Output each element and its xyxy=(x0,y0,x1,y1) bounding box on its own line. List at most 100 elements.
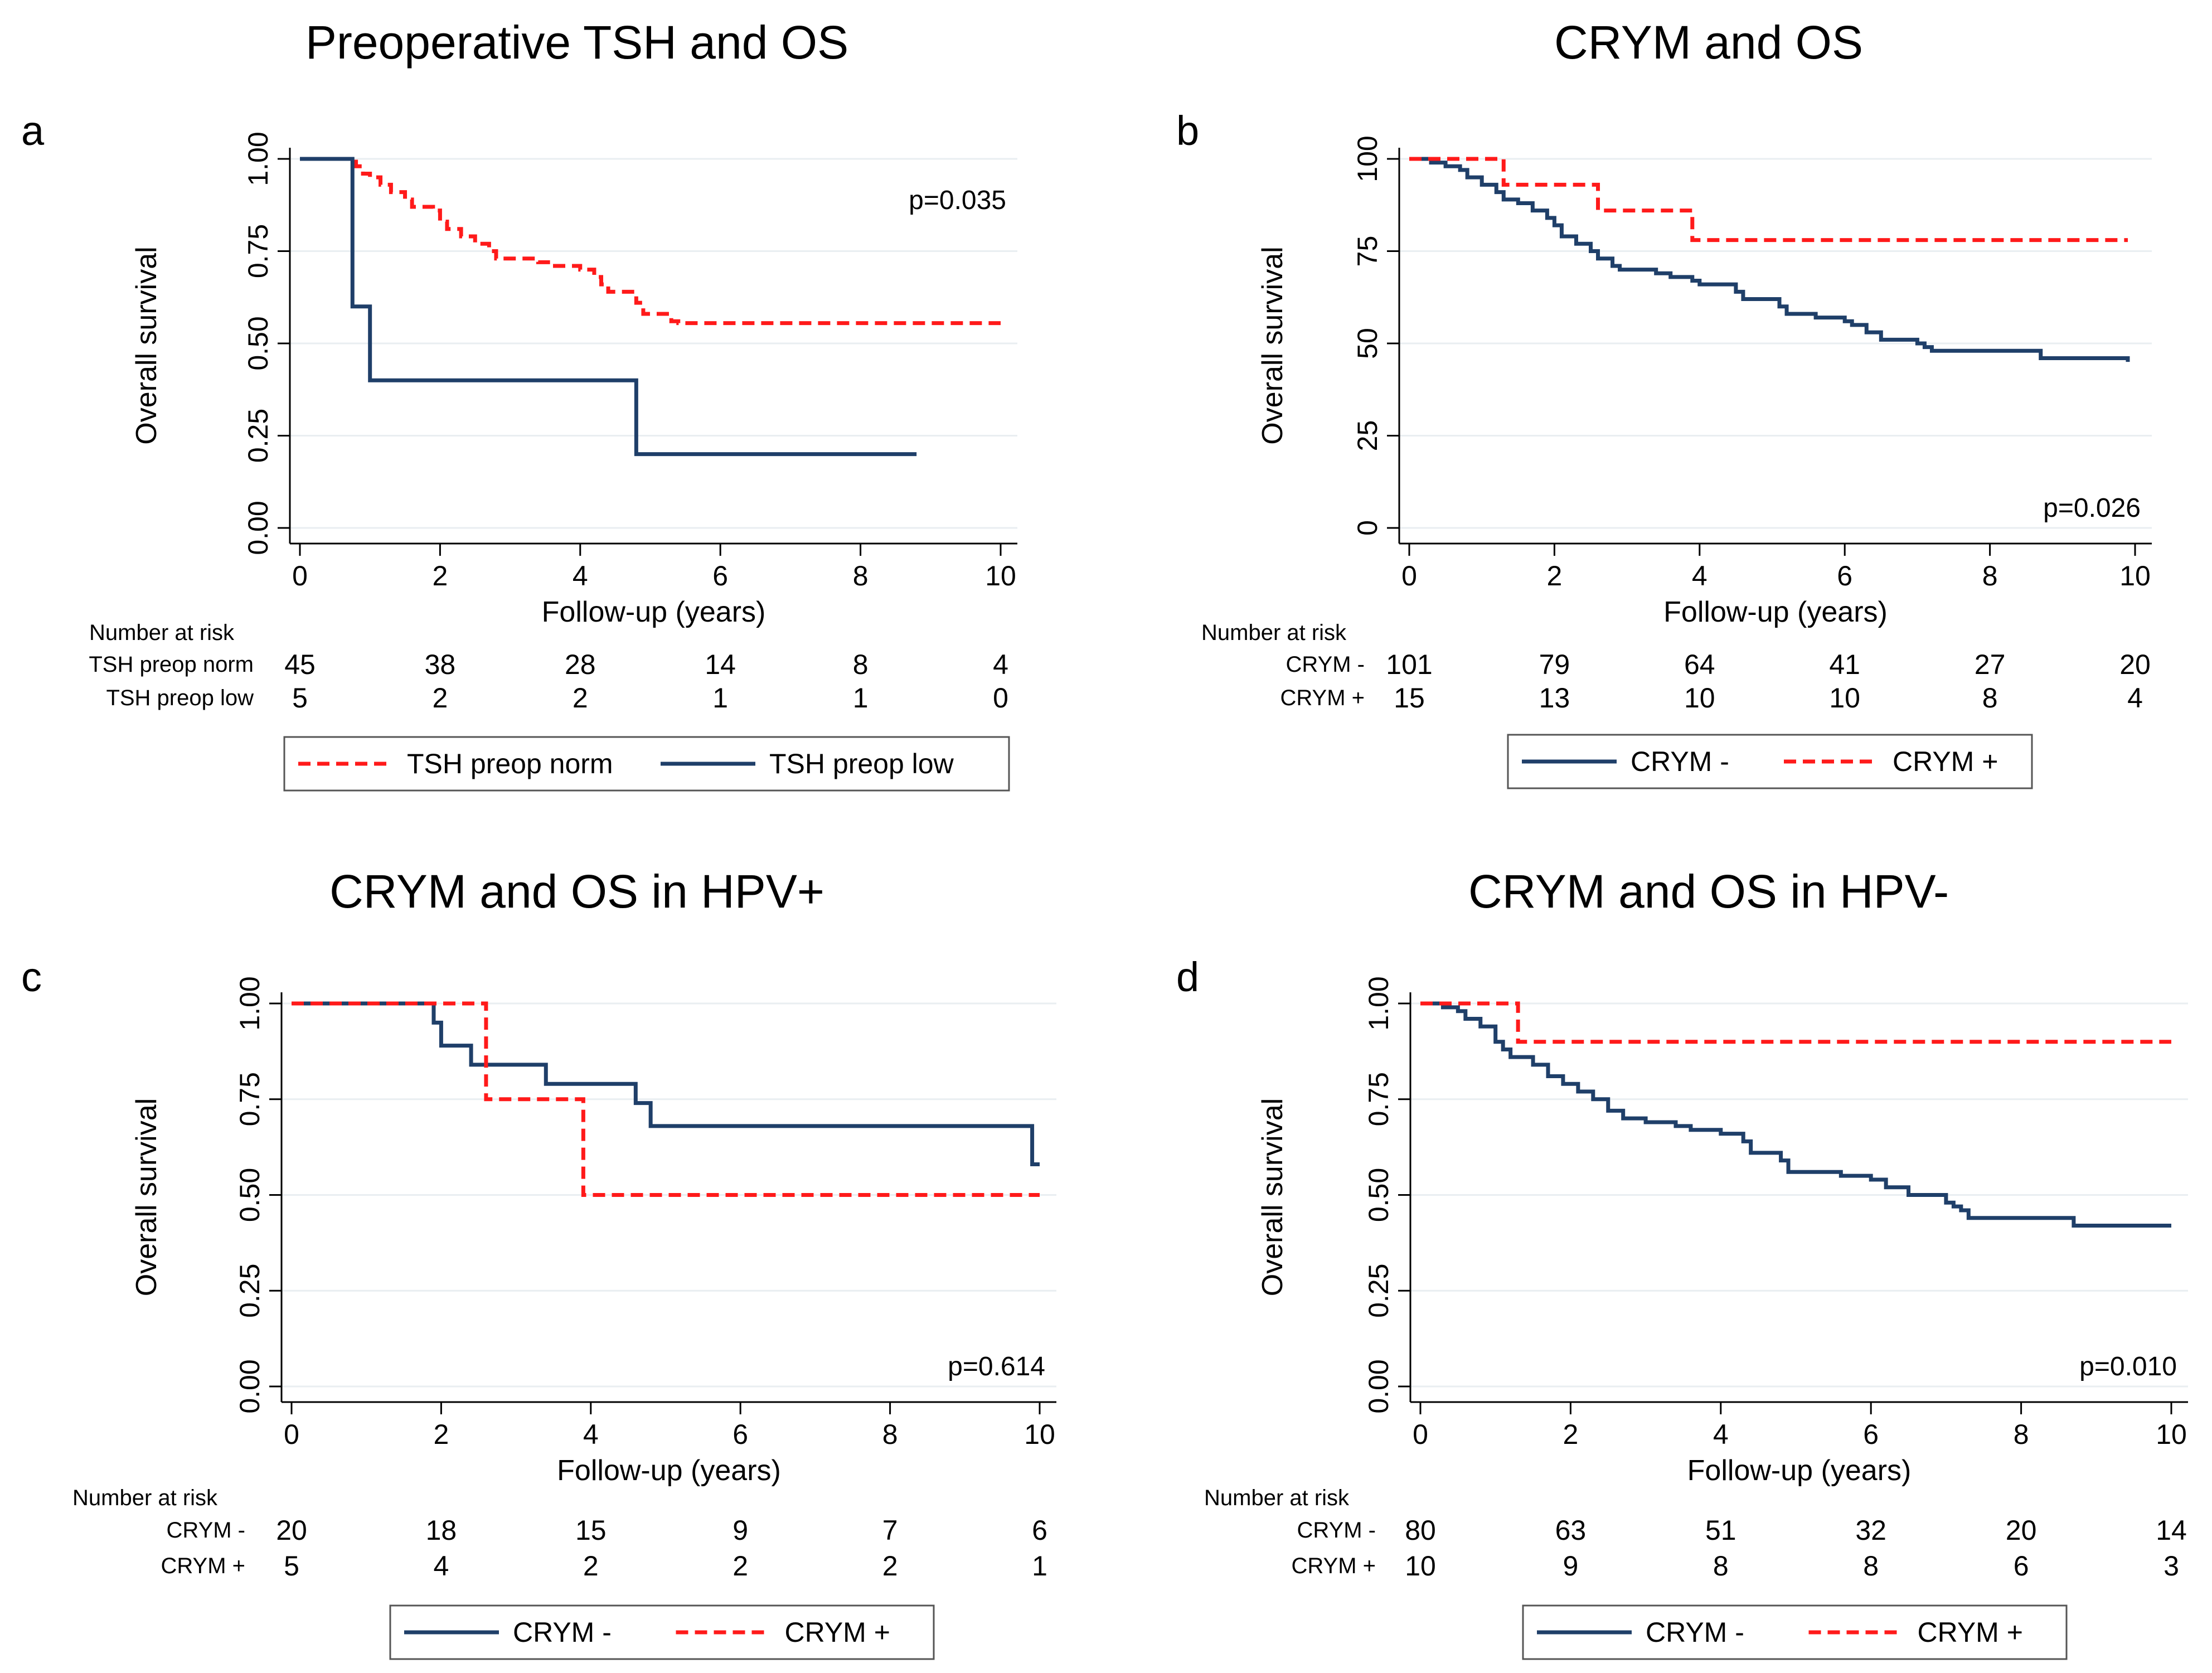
panel-a-x-tick-label: 8 xyxy=(853,560,869,591)
panel-d-risk-count: 6 xyxy=(2014,1550,2029,1582)
panel-b-risk-count: 10 xyxy=(1829,682,1860,714)
panel-b-x-axis-label: Follow-up (years) xyxy=(1663,596,1888,628)
panel-d-risk-count: 63 xyxy=(1555,1515,1587,1546)
panel-d-risk-count: 14 xyxy=(2156,1515,2187,1546)
panel-b-risk-count: 20 xyxy=(2119,649,2151,680)
panel-b-x-tick-label: 2 xyxy=(1546,560,1562,591)
panel-a-x-tick-label: 2 xyxy=(432,560,448,591)
panel-a-risk-count: 2 xyxy=(432,682,448,714)
panel-b-risk-count: 13 xyxy=(1539,682,1570,714)
panel-d-risk-header: Number at risk xyxy=(1204,1486,1350,1510)
panel-a-risk-count: 4 xyxy=(993,649,1008,680)
panel-b-series-dashed-line xyxy=(1409,157,2128,243)
panel-b-x-tick-label: 8 xyxy=(1982,560,1998,591)
panel-d-risk-count: 10 xyxy=(1405,1550,1436,1582)
panel-b-x-tick-label: 10 xyxy=(2119,560,2151,591)
panel-d-y-tick-label: 0.50 xyxy=(1363,1168,1394,1222)
panel-c-risk-count: 2 xyxy=(733,1550,748,1582)
panel-b-legend-label: CRYM - xyxy=(1631,746,1729,777)
panel-a-y-tick-label: 0.75 xyxy=(242,224,274,278)
panel-c-title: CRYM and OS in HPV+ xyxy=(329,865,824,918)
panel-d-risk-count: 9 xyxy=(1563,1550,1578,1582)
panel-b-risk-row-name: CRYM + xyxy=(1280,686,1365,710)
panel-a-series-dashed-line xyxy=(300,157,1001,326)
panel-a-risk-row-name: TSH preop low xyxy=(106,686,254,710)
panel-c-y-tick-label: 0.75 xyxy=(234,1072,265,1126)
panel-a-risk-count: 28 xyxy=(565,649,596,680)
panel-c-risk-count: 9 xyxy=(733,1515,748,1546)
panel-d-y-tick-label: 1.00 xyxy=(1363,976,1394,1030)
panel-d-risk-count: 32 xyxy=(1855,1515,1886,1546)
panel-d-p-value: p=0.010 xyxy=(2079,1352,2177,1381)
panel-d-risk-row-name: CRYM - xyxy=(1297,1518,1376,1543)
panel-c-risk-count: 7 xyxy=(882,1515,898,1546)
panel-d-legend-label: CRYM - xyxy=(1646,1617,1744,1648)
panel-c-series-solid-line xyxy=(292,1001,1040,1167)
panel-d-panel-label: d xyxy=(1176,954,1199,1000)
panel-a-x-tick-label: 4 xyxy=(573,560,588,591)
panel-b-y-axis-label: Overall survival xyxy=(1257,246,1289,444)
panel-c-risk-count: 2 xyxy=(882,1550,898,1582)
panel-c-risk-count: 20 xyxy=(276,1515,307,1546)
panel-c-risk-count: 5 xyxy=(284,1550,299,1582)
panel-d-x-axis-label: Follow-up (years) xyxy=(1687,1454,1912,1487)
panel-d-risk-count: 8 xyxy=(1863,1550,1879,1582)
panel-c-risk-count: 4 xyxy=(433,1550,449,1582)
panel-b-risk-count: 64 xyxy=(1684,649,1715,680)
panel-c-risk-count: 1 xyxy=(1032,1550,1047,1582)
panel-b-x-tick-label: 0 xyxy=(1401,560,1417,591)
panel-b-risk-count: 41 xyxy=(1829,649,1860,680)
panel-c-risk-count: 15 xyxy=(575,1515,607,1546)
panel-d-x-tick-label: 0 xyxy=(1413,1419,1428,1450)
panel-b-x-tick-label: 6 xyxy=(1837,560,1852,591)
panel-a-legend-box xyxy=(283,736,1010,792)
panel-b-panel-label: b xyxy=(1176,108,1199,154)
panel-b-risk-count: 15 xyxy=(1394,682,1425,714)
panel-d-y-axis-label: Overall survival xyxy=(1257,1098,1289,1296)
panel-b-risk-count: 27 xyxy=(1975,649,2006,680)
panel-b-x-tick-label: 4 xyxy=(1692,560,1707,591)
panel-c-risk-row-name: CRYM - xyxy=(167,1518,245,1543)
panel-a-title: Preoperative TSH and OS xyxy=(305,16,848,69)
panel-d-y-tick-label: 0.75 xyxy=(1363,1072,1394,1126)
panel-b-risk-count: 79 xyxy=(1539,649,1570,680)
panel-d-risk-count: 20 xyxy=(2006,1515,2037,1546)
panel-d-series-solid-line xyxy=(1420,1001,2171,1228)
panel-b-y-tick-label: 50 xyxy=(1352,328,1383,359)
panel-d-x-tick-label: 2 xyxy=(1563,1419,1578,1450)
panel-b-legend-label: CRYM + xyxy=(1893,746,1998,777)
panel-b-risk-header: Number at risk xyxy=(1201,620,1347,645)
panel-b-title: CRYM and OS xyxy=(1554,16,1863,69)
panel-b-y-tick-label: 0 xyxy=(1352,520,1383,536)
panel-d-y-tick-label: 0.25 xyxy=(1363,1264,1394,1318)
panel-a-risk-count: 45 xyxy=(284,649,316,680)
panel-d-x-tick-label: 4 xyxy=(1713,1419,1729,1450)
panel-b-y-tick-label: 25 xyxy=(1352,420,1383,452)
panel-a-legend-label: TSH preop low xyxy=(769,748,954,779)
panel-c-risk-count: 6 xyxy=(1032,1515,1047,1546)
panel-d-risk-row-name: CRYM + xyxy=(1291,1554,1376,1578)
panel-c-x-tick-label: 10 xyxy=(1024,1419,1055,1450)
panel-a-p-value: p=0.035 xyxy=(909,186,1006,215)
panel-a-risk-count: 8 xyxy=(853,649,869,680)
panel-a-risk-count: 0 xyxy=(993,682,1008,714)
panel-a-y-tick-label: 1.00 xyxy=(242,132,274,186)
panel-d-series-dashed-line xyxy=(1420,1001,2171,1044)
panel-c-y-axis-label: Overall survival xyxy=(130,1098,163,1296)
panel-b-risk-count: 10 xyxy=(1684,682,1715,714)
panel-c-y-tick-label: 0.25 xyxy=(234,1264,265,1318)
panel-c-y-tick-label: 1.00 xyxy=(234,976,265,1030)
panel-a-x-tick-label: 10 xyxy=(985,560,1016,591)
panel-b-series-solid-line xyxy=(1409,157,2130,362)
panel-a-y-tick-label: 0.00 xyxy=(242,501,274,555)
panel-d-title: CRYM and OS in HPV- xyxy=(1468,865,1949,918)
panel-c-risk-header: Number at risk xyxy=(72,1486,218,1510)
panel-b-p-value: p=0.026 xyxy=(2043,493,2141,523)
panel-b-risk-row-name: CRYM - xyxy=(1286,652,1365,677)
panel-b-y-tick-label: 75 xyxy=(1352,236,1383,267)
panel-a-risk-count: 1 xyxy=(712,682,728,714)
panel-d-x-tick-label: 6 xyxy=(1863,1419,1879,1450)
panel-c-x-axis-label: Follow-up (years) xyxy=(557,1454,781,1487)
panel-a-x-tick-label: 0 xyxy=(292,560,308,591)
panel-a-legend-label: TSH preop norm xyxy=(407,748,613,779)
